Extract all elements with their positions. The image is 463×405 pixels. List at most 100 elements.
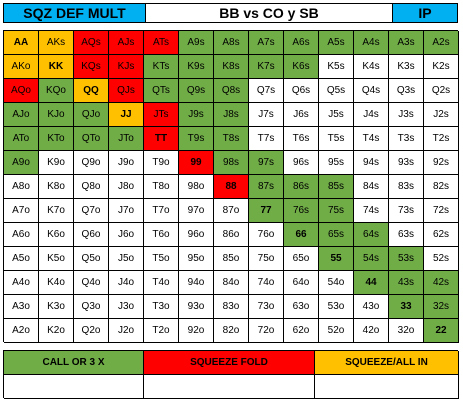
hand-cell: T5o	[144, 247, 179, 271]
hand-cell: KJo	[39, 103, 74, 127]
hand-cell: A6o	[4, 223, 39, 247]
hand-cell: J4o	[109, 271, 144, 295]
hand-cell: T2s	[424, 127, 459, 151]
hand-cell: K3o	[39, 295, 74, 319]
hand-cell: 75s	[319, 199, 354, 223]
hand-cell: 93s	[389, 151, 424, 175]
hand-cell: 83o	[214, 295, 249, 319]
hand-cell: 95o	[179, 247, 214, 271]
hand-cell: 86s	[284, 175, 319, 199]
hand-cell: AJo	[4, 103, 39, 127]
header-bar: SQZ DEF MULT BB vs CO y SB IP	[3, 3, 458, 23]
hand-cell: A8o	[4, 175, 39, 199]
hand-cell: Q5s	[319, 79, 354, 103]
hand-cell: 95s	[319, 151, 354, 175]
hand-cell: 74o	[249, 271, 284, 295]
hand-cell: 73o	[249, 295, 284, 319]
hand-cell: K4s	[354, 55, 389, 79]
hand-cell: 96s	[284, 151, 319, 175]
pair-cell: KK	[39, 55, 74, 79]
hand-cell: J7o	[109, 199, 144, 223]
hand-cell: QTo	[74, 127, 109, 151]
hand-cell: A4o	[4, 271, 39, 295]
hand-cell: 42o	[354, 319, 389, 343]
hand-cell: T5s	[319, 127, 354, 151]
hand-cell: K6s	[284, 55, 319, 79]
hand-cell: 92s	[424, 151, 459, 175]
hand-cell: J6o	[109, 223, 144, 247]
legend-empty-cell	[144, 375, 315, 399]
hand-cell: 87s	[249, 175, 284, 199]
hand-cell: K8o	[39, 175, 74, 199]
hand-cell: 97s	[249, 151, 284, 175]
hand-cell: J8o	[109, 175, 144, 199]
hand-cell: 43s	[389, 271, 424, 295]
position-label: IP	[393, 4, 457, 22]
hand-cell: K6o	[39, 223, 74, 247]
hand-cell: KJs	[109, 55, 144, 79]
hand-cell: Q2o	[74, 319, 109, 343]
matchup-title: BB vs CO y SB	[146, 4, 393, 22]
hand-cell: 74s	[354, 199, 389, 223]
hand-cell: T7s	[249, 127, 284, 151]
hand-cell: AQo	[4, 79, 39, 103]
legend-empty-cell	[315, 375, 459, 399]
hand-cell: 54s	[354, 247, 389, 271]
hand-cell: 54o	[319, 271, 354, 295]
hand-cell: QJs	[109, 79, 144, 103]
hand-cell: 76o	[249, 223, 284, 247]
hand-cell: 63s	[389, 223, 424, 247]
legend-label-0: CALL OR 3 X	[4, 351, 144, 375]
hand-cell: KTs	[144, 55, 179, 79]
hand-cell: Q6o	[74, 223, 109, 247]
hand-cell: T4s	[354, 127, 389, 151]
hand-cell: Q7s	[249, 79, 284, 103]
hand-cell: 62o	[284, 319, 319, 343]
legend-empty-cell	[4, 375, 144, 399]
hand-cell: 43o	[354, 295, 389, 319]
legend-label-2: SQUEEZE/ALL IN	[315, 351, 459, 375]
hand-cell: T9o	[144, 151, 179, 175]
hand-cell: Q9o	[74, 151, 109, 175]
hand-cell: J4s	[354, 103, 389, 127]
hand-cell: AQs	[74, 31, 109, 55]
pair-cell: 88	[214, 175, 249, 199]
hand-cell: Q9s	[179, 79, 214, 103]
hand-cell: A9s	[179, 31, 214, 55]
hand-cell: 92o	[179, 319, 214, 343]
hand-cell: T8s	[214, 127, 249, 151]
hand-cell: KQo	[39, 79, 74, 103]
hand-cell: Q3s	[389, 79, 424, 103]
hand-cell: K5o	[39, 247, 74, 271]
hand-cell: A2o	[4, 319, 39, 343]
hand-cell: 97o	[179, 199, 214, 223]
hand-cell: A7o	[4, 199, 39, 223]
range-title: SQZ DEF MULT	[4, 4, 146, 22]
hand-cell: K2o	[39, 319, 74, 343]
hand-cell: A8s	[214, 31, 249, 55]
hand-cell: A6s	[284, 31, 319, 55]
hand-cell: A3s	[389, 31, 424, 55]
hand-cell: 75o	[249, 247, 284, 271]
hand-cell: J9o	[109, 151, 144, 175]
hand-cell: K8s	[214, 55, 249, 79]
hand-cell: J9s	[179, 103, 214, 127]
hand-cell: 86o	[214, 223, 249, 247]
hand-cell: T2o	[144, 319, 179, 343]
hand-cell: A9o	[4, 151, 39, 175]
pair-cell: QQ	[74, 79, 109, 103]
hand-cell: K9o	[39, 151, 74, 175]
hand-cell: 76s	[284, 199, 319, 223]
hand-cell: 64s	[354, 223, 389, 247]
hand-cell: T3o	[144, 295, 179, 319]
hand-cell: K7o	[39, 199, 74, 223]
hand-cell: KQs	[74, 55, 109, 79]
hand-cell: KTo	[39, 127, 74, 151]
hand-cell: 94s	[354, 151, 389, 175]
hand-cell: A2s	[424, 31, 459, 55]
hand-cell: 52o	[319, 319, 354, 343]
hand-cell: 96o	[179, 223, 214, 247]
hand-cell: AJs	[109, 31, 144, 55]
hand-cell: 98o	[179, 175, 214, 199]
hand-cell: Q2s	[424, 79, 459, 103]
